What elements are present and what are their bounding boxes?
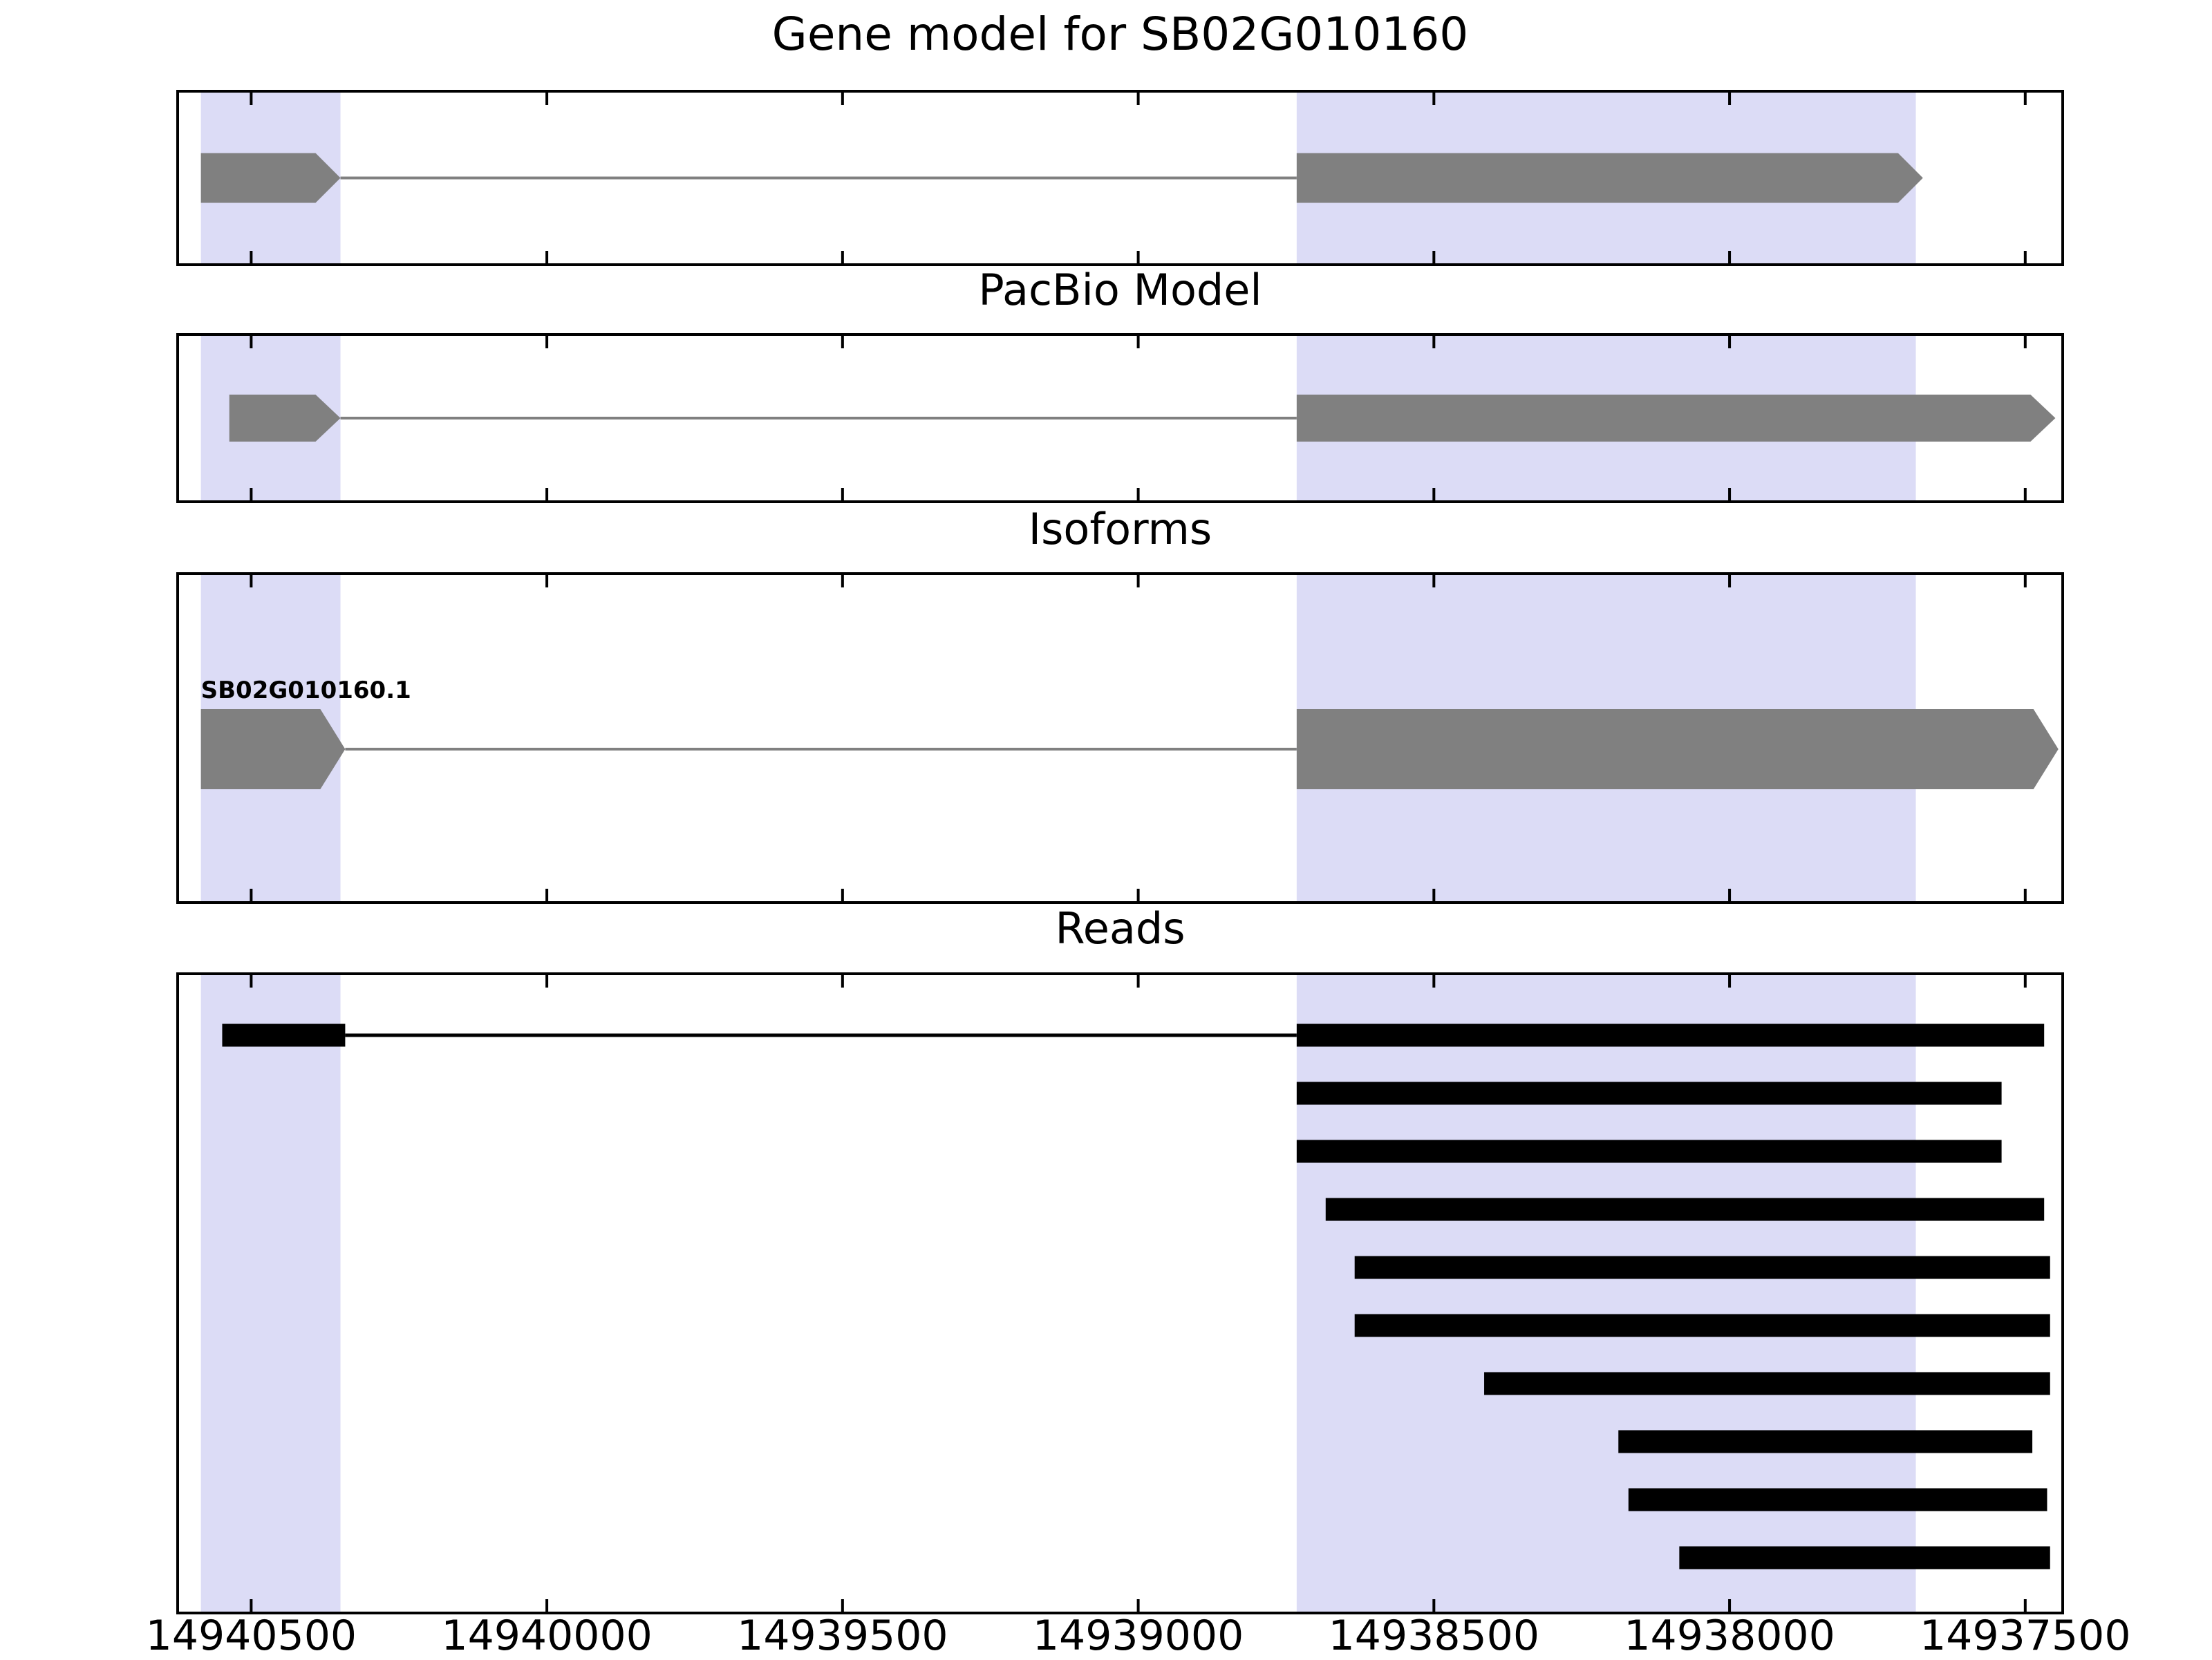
- panel-title-reads: Reads: [1055, 903, 1185, 954]
- reads-track: [200, 975, 2050, 1612]
- highlight-region: [200, 975, 341, 1612]
- x-tick-label: 14940000: [441, 1612, 653, 1660]
- pacbio-model-track: [200, 336, 2056, 500]
- read-bar: [1354, 1256, 2050, 1279]
- exon-arrow: [1296, 709, 2059, 789]
- x-axis: 14940500 14940000 14939500 14939000 14938500…: [0, 1612, 2212, 1660]
- panel-pacbio-model: [176, 333, 2064, 503]
- gene-model-track: [200, 93, 2027, 263]
- isoform-label: SB02G010160.1: [201, 677, 411, 704]
- panel-title-pacbio: PacBio Model: [978, 265, 1262, 315]
- panel-gene-model: [176, 90, 2064, 266]
- exon-arrow: [200, 709, 346, 789]
- x-tick-label: 14940500: [145, 1612, 357, 1660]
- isoforms-track: SB02G010160.1: [200, 575, 2059, 901]
- read-bar: [1679, 1546, 2050, 1569]
- read-bar: [1325, 1198, 2045, 1221]
- read-bar: [222, 1024, 346, 1047]
- panel-reads: [176, 972, 2064, 1614]
- panel-isoforms: SB02G010160.1: [176, 572, 2064, 904]
- x-tick-label: 14937500: [1920, 1612, 2131, 1660]
- read-bar: [1628, 1488, 2047, 1511]
- read-bar: [1296, 1140, 2002, 1163]
- exon-arrow: [1296, 153, 1923, 203]
- read-bar: [1296, 1024, 2045, 1047]
- exon-arrow: [229, 395, 341, 442]
- panel-title-gene-model: Gene model for SB02G010160: [771, 8, 1469, 61]
- x-tick-label: 14939500: [737, 1612, 948, 1660]
- x-tick-label: 14938500: [1328, 1612, 1540, 1660]
- read-bar: [1618, 1430, 2033, 1453]
- exon-arrow: [1296, 395, 2056, 442]
- panel-title-isoforms: Isoforms: [1028, 504, 1212, 554]
- x-tick-label: 14938000: [1624, 1612, 1835, 1660]
- read-bar: [1354, 1314, 2050, 1337]
- highlight-region: [1296, 975, 1916, 1612]
- x-tick-label: 14939000: [1032, 1612, 1244, 1660]
- read-bar: [1296, 1082, 2002, 1105]
- read-bar: [1484, 1372, 2050, 1395]
- exon-arrow: [200, 153, 341, 203]
